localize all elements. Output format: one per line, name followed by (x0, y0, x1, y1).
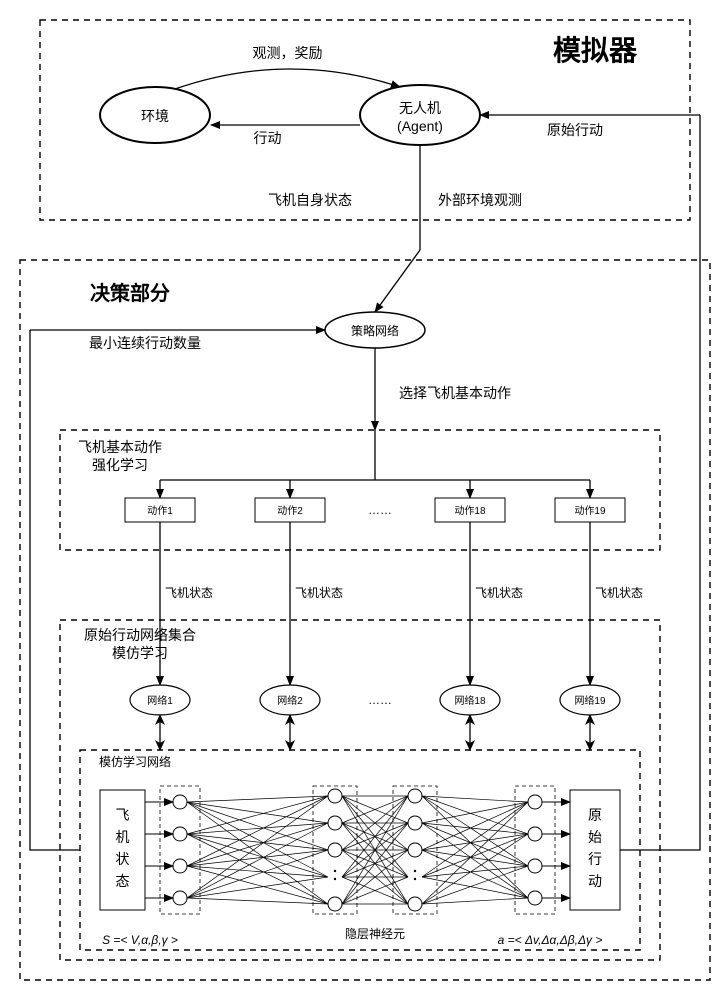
plane-state-2: 飞机状态 (475, 586, 523, 600)
net-ellipsis: …… (368, 693, 392, 707)
action-label-3: 动作19 (574, 505, 606, 517)
action-label-2: 动作18 (454, 505, 486, 517)
ext-obs-label: 外部环境观测 (438, 192, 522, 208)
action-ellipsis: …… (368, 503, 392, 517)
svg-text:行: 行 (588, 851, 602, 867)
decision-title: 决策部分 (90, 281, 170, 305)
select-action-label: 选择飞机基本动作 (399, 385, 511, 401)
hidden-label: 隐层神经元 (345, 927, 405, 941)
net-label-2: 网络18 (454, 694, 486, 707)
net-label-0: 网络1 (147, 694, 173, 707)
simulator-title: 模拟器 (553, 35, 638, 66)
agent-label-top: 无人机 (399, 100, 441, 116)
obs-reward-label: 观测，奖励 (253, 45, 323, 61)
svg-text:状: 状 (116, 851, 130, 867)
svg-text:飞: 飞 (116, 807, 130, 823)
self-state-label: 飞机自身状态 (268, 192, 352, 208)
rl-title-2: 强化学习 (92, 457, 148, 473)
plane-state-0: 飞机状态 (165, 586, 213, 600)
action-label-0: 动作1 (147, 505, 173, 517)
nn-box-title: 模仿学习网络 (99, 754, 171, 769)
svg-text:始: 始 (588, 829, 602, 845)
env-label: 环境 (141, 108, 169, 124)
agent-label-bottom: (Agent) (397, 118, 443, 134)
min-cont-label: 最小连续行动数量 (89, 335, 201, 351)
net-label-1: 网络2 (277, 694, 303, 707)
action-formula: a =< Δv,Δα,Δβ,Δγ > (498, 933, 603, 947)
orig-action-label: 原始行动 (547, 122, 603, 138)
action-label-1: 动作2 (277, 505, 303, 517)
svg-text:原: 原 (588, 807, 602, 823)
action-label: 行动 (254, 130, 282, 146)
state-formula: S =< V,α,β,γ > (102, 933, 178, 947)
plane-state-3: 飞机状态 (595, 586, 643, 600)
svg-text:动: 动 (588, 873, 602, 889)
imit-title-1: 原始行动网络集合 (84, 627, 196, 643)
svg-text:态: 态 (116, 873, 130, 889)
policy-net-label: 策略网络 (351, 323, 399, 338)
rl-title-1: 飞机基本动作 (78, 439, 162, 455)
plane-state-1: 飞机状态 (295, 586, 343, 600)
net-label-3: 网络19 (574, 694, 606, 707)
svg-text:机: 机 (116, 829, 130, 845)
